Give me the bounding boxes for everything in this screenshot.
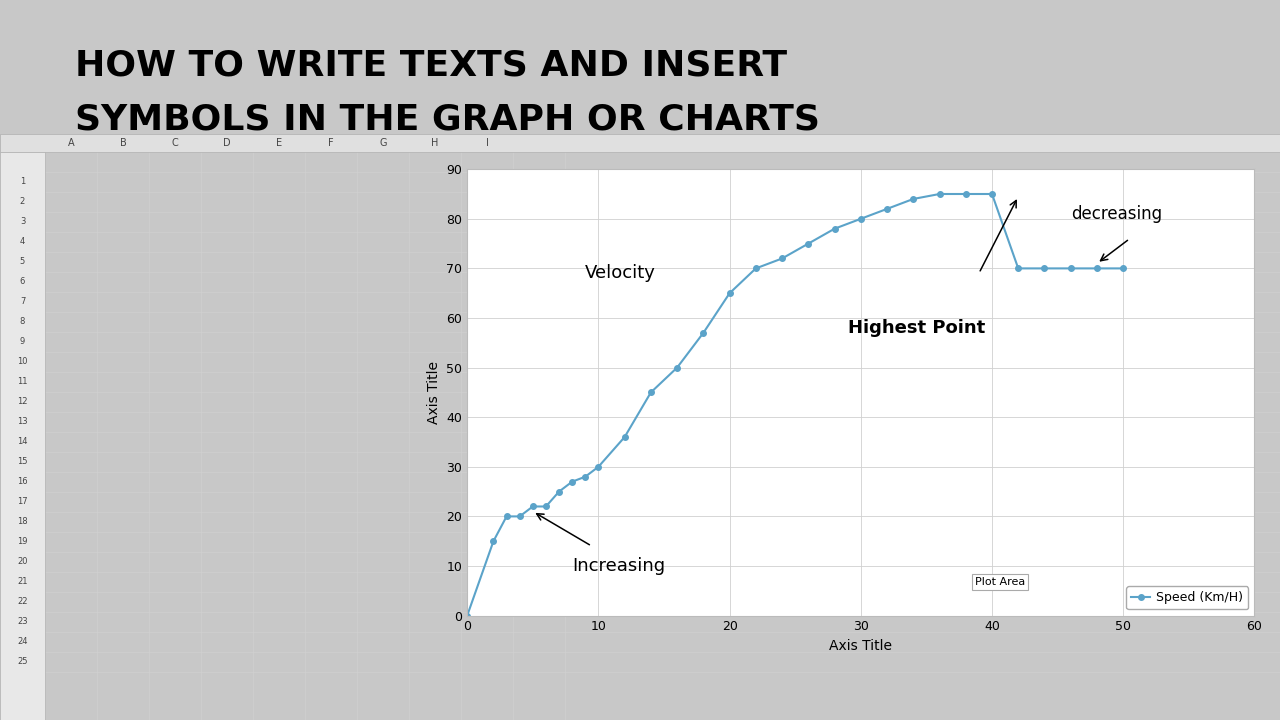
Text: 6: 6 (19, 277, 26, 287)
Text: F: F (328, 138, 334, 148)
Speed (Km/H) (460, 611, 475, 620)
Text: 5: 5 (20, 258, 26, 266)
Text: D: D (223, 138, 230, 148)
Line: Speed (Km/H): Speed (Km/H) (465, 192, 1126, 618)
Y-axis label: Axis Title: Axis Title (426, 361, 440, 424)
Speed (Km/H) (1089, 264, 1105, 273)
Text: Velocity: Velocity (585, 264, 657, 282)
Text: 23: 23 (17, 618, 28, 626)
Text: Plot Area: Plot Area (975, 577, 1025, 587)
Text: HOW TO WRITE TEXTS AND INSERT: HOW TO WRITE TEXTS AND INSERT (76, 49, 787, 83)
Speed (Km/H) (696, 328, 712, 337)
Speed (Km/H) (1062, 264, 1078, 273)
Text: 1: 1 (20, 178, 26, 186)
Speed (Km/H) (827, 225, 842, 233)
Text: B: B (119, 138, 127, 148)
Bar (0, 134, 1280, 152)
Speed (Km/H) (1037, 264, 1052, 273)
Text: 21: 21 (17, 577, 28, 587)
Text: 22: 22 (17, 598, 28, 606)
Text: 20: 20 (17, 557, 28, 567)
Text: 2: 2 (20, 197, 26, 207)
Speed (Km/H) (932, 189, 947, 198)
Text: decreasing: decreasing (1070, 204, 1162, 222)
Text: 24: 24 (17, 637, 28, 647)
Text: C: C (172, 138, 178, 148)
Text: 13: 13 (17, 418, 28, 426)
Text: E: E (276, 138, 282, 148)
Text: 12: 12 (17, 397, 28, 407)
Speed (Km/H) (577, 472, 593, 481)
Text: 9: 9 (20, 338, 26, 346)
Speed (Km/H) (499, 512, 515, 521)
Speed (Km/H) (852, 215, 868, 223)
Text: SYMBOLS IN THE GRAPH OR CHARTS: SYMBOLS IN THE GRAPH OR CHARTS (76, 102, 820, 136)
Speed (Km/H) (644, 388, 659, 397)
Text: 4: 4 (20, 238, 26, 246)
X-axis label: Axis Title: Axis Title (829, 639, 892, 653)
Text: 11: 11 (17, 377, 28, 387)
Speed (Km/H) (669, 364, 685, 372)
Text: 14: 14 (17, 438, 28, 446)
Text: 7: 7 (19, 297, 26, 307)
Text: I: I (485, 138, 489, 148)
Text: 17: 17 (17, 498, 28, 506)
Text: 19: 19 (17, 538, 28, 546)
Speed (Km/H) (1011, 264, 1027, 273)
Speed (Km/H) (552, 487, 567, 496)
Legend: Speed (Km/H): Speed (Km/H) (1126, 586, 1248, 609)
Speed (Km/H) (906, 194, 922, 203)
Speed (Km/H) (957, 189, 974, 198)
Speed (Km/H) (984, 189, 1000, 198)
Text: 3: 3 (19, 217, 26, 227)
Text: G: G (379, 138, 387, 148)
Speed (Km/H) (525, 502, 540, 510)
Speed (Km/H) (564, 477, 580, 486)
Text: 16: 16 (17, 477, 28, 487)
Speed (Km/H) (879, 204, 895, 213)
Speed (Km/H) (801, 239, 817, 248)
Text: 15: 15 (17, 457, 28, 467)
Text: 10: 10 (17, 358, 28, 366)
Speed (Km/H) (538, 502, 553, 510)
Speed (Km/H) (617, 433, 632, 441)
Text: 18: 18 (17, 518, 28, 526)
Text: Increasing: Increasing (572, 557, 666, 575)
Text: H: H (431, 138, 439, 148)
Speed (Km/H) (748, 264, 763, 273)
Bar (0, 152, 45, 720)
Speed (Km/H) (512, 512, 527, 521)
Text: 8: 8 (19, 318, 26, 326)
Speed (Km/H) (722, 289, 737, 297)
Text: A: A (68, 138, 74, 148)
Speed (Km/H) (591, 462, 607, 471)
Speed (Km/H) (774, 254, 790, 263)
Speed (Km/H) (1116, 264, 1132, 273)
Text: Highest Point: Highest Point (847, 319, 984, 337)
Speed (Km/H) (486, 537, 502, 546)
Text: 25: 25 (17, 657, 28, 667)
